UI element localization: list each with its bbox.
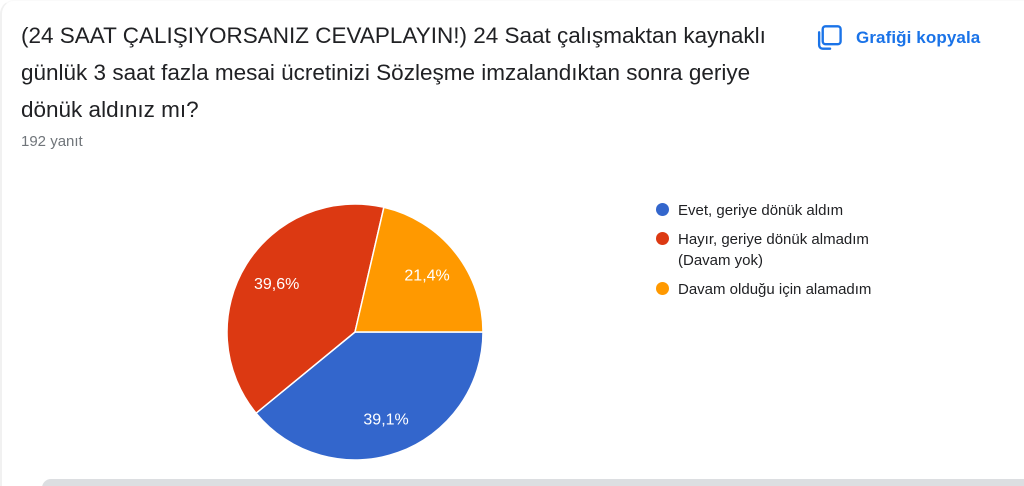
chart-legend: Evet, geriye dönük aldım Hayır, geriye dö… (656, 200, 916, 308)
legend-color-dot-icon (656, 232, 669, 245)
question-title-line: (24 SAAT ÇALIŞIYORSANIZ CEVAPLAYIN!) 24 … (21, 23, 766, 48)
copy-chart-button[interactable]: Grafiği kopyala (816, 25, 980, 51)
copy-chart-label: Grafiği kopyala (856, 28, 981, 47)
legend-color-dot-icon (656, 203, 669, 216)
pie-slice-2[interactable] (354, 206, 484, 333)
slice-percent-label: 39,1% (363, 411, 408, 428)
slice-percent-label: 21,4% (404, 267, 449, 284)
legend-label: Davam olduğu için alamadım (678, 281, 872, 298)
question-title-line: günlük 3 saat fazla mesai ücretinizi Söz… (21, 60, 751, 85)
next-card-top-edge (42, 479, 1024, 486)
pie-chart[interactable]: 39,1% 39,6% 21,4% (225, 202, 485, 462)
legend-item-1: Hayır, geriye dönük almadım (Davam yok) (656, 229, 916, 271)
question-title-line: dönük aldınız mı? (21, 97, 199, 122)
copy-chart-icon (817, 25, 842, 50)
legend-item-0: Evet, geriye dönük aldım (656, 200, 916, 221)
pie-slice-1[interactable] (226, 203, 385, 414)
legend-color-dot-icon (656, 282, 669, 295)
response-count: 192 yanıt (21, 133, 83, 150)
legend-label: Hayır, geriye dönük almadım (Davam yok) (678, 231, 869, 269)
slice-percent-label: 39,6% (254, 276, 299, 293)
question-title: (24 SAAT ÇALIŞIYORSANIZ CEVAPLAYIN!) 24 … (21, 17, 766, 128)
legend-item-2: Davam olduğu için alamadım (656, 279, 916, 300)
pie-slice-0[interactable] (255, 331, 484, 461)
legend-label: Evet, geriye dönük aldım (678, 202, 844, 219)
